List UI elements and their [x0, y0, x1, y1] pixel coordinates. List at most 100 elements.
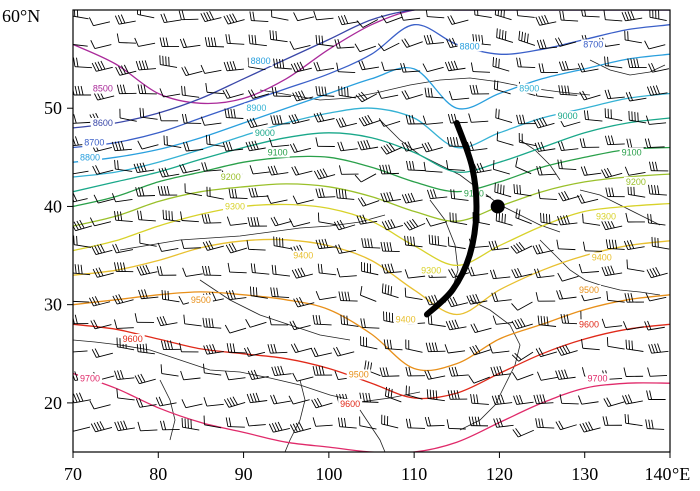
- contour-label-bg: [576, 284, 601, 295]
- wind-barb: [626, 259, 645, 272]
- wind-barb: [644, 320, 665, 331]
- wind-barb: [356, 19, 379, 28]
- wind-barb: [380, 191, 401, 203]
- wind-barb: [358, 60, 380, 71]
- wind-barb: [200, 116, 222, 126]
- wind-barb: [449, 212, 468, 225]
- wind-barb: [489, 269, 511, 280]
- contour-8500: [73, 10, 670, 105]
- wind-barb: [200, 64, 222, 74]
- wind-barb: [492, 160, 510, 175]
- wind-barb: [605, 187, 625, 198]
- contour-label-bg: [457, 41, 482, 52]
- wind-barb: [560, 313, 580, 325]
- x-axis: 70 80 90 100 110 120 130 140 °E: [64, 452, 690, 484]
- wind-barb: [137, 210, 156, 222]
- wind-barb: [337, 14, 359, 26]
- wind-barb: [646, 266, 668, 279]
- x-tick-label: 130: [571, 464, 598, 484]
- wind-barb: [644, 40, 666, 50]
- boundary-line: [589, 59, 666, 76]
- wind-barb: [73, 219, 92, 232]
- wind-barbs: [73, 10, 670, 438]
- wind-barb: [577, 62, 599, 73]
- wind-barb: [354, 43, 377, 53]
- wind-barb: [225, 242, 248, 254]
- wind-barb: [90, 319, 112, 330]
- wind-barb: [404, 269, 426, 279]
- wind-barb: [381, 61, 402, 71]
- wind-barb: [401, 38, 423, 48]
- wind-barb: [604, 56, 623, 69]
- wind-barb: [73, 235, 92, 248]
- wind-barb: [181, 85, 200, 98]
- wind-barb: [354, 173, 377, 183]
- contour-label-8800: 8800: [80, 152, 100, 162]
- wind-barb: [203, 415, 222, 429]
- wind-barb: [181, 417, 200, 431]
- wind-barb: [490, 365, 511, 377]
- wind-barb: [288, 113, 310, 125]
- wind-barb: [381, 263, 402, 274]
- contour-label-bg: [252, 127, 277, 138]
- wind-barb: [495, 211, 513, 226]
- wind-barb: [135, 60, 156, 71]
- wind-barb: [447, 15, 469, 25]
- wind-barb: [424, 416, 445, 427]
- wind-barb: [112, 243, 134, 254]
- wind-barb: [245, 140, 267, 152]
- wind-barb: [405, 339, 423, 353]
- wind-barb: [289, 218, 311, 228]
- contour-8900: [73, 92, 670, 178]
- wind-barb: [88, 296, 111, 307]
- wind-barb: [425, 217, 448, 227]
- wind-barb: [624, 293, 645, 303]
- wind-barb: [625, 339, 644, 352]
- wind-barb: [384, 386, 402, 403]
- wind-barb: [292, 372, 314, 382]
- wind-barb: [137, 84, 157, 95]
- wind-barb: [536, 39, 558, 50]
- contour-label-bg: [78, 373, 103, 384]
- wind-barb: [381, 219, 403, 231]
- wind-barb: [203, 363, 222, 376]
- wind-barb: [203, 397, 224, 407]
- wind-barb: [114, 159, 133, 172]
- wind-barb: [89, 400, 111, 410]
- wind-barb: [224, 108, 244, 119]
- wind-barb: [494, 182, 512, 198]
- wind-barb: [290, 343, 313, 353]
- wind-barb: [648, 62, 670, 73]
- contour-label-9300: 9300: [421, 265, 441, 275]
- wind-barb: [73, 44, 88, 47]
- wind-barb: [133, 162, 155, 174]
- wind-barb: [135, 398, 157, 408]
- wind-barb: [335, 244, 357, 254]
- x-tick-label: 70: [64, 464, 82, 484]
- contour-9700: [73, 372, 670, 452]
- wind-barb: [492, 57, 510, 72]
- wind-barb: [202, 265, 222, 276]
- wind-barb: [114, 370, 135, 380]
- wind-barb: [533, 394, 554, 405]
- wind-barb: [157, 185, 178, 196]
- wind-barb: [579, 138, 600, 148]
- wind-barb: [202, 240, 224, 251]
- wind-barb: [444, 344, 466, 354]
- wind-barb: [405, 366, 426, 377]
- wind-barb: [315, 86, 335, 97]
- wind-barb: [493, 79, 511, 95]
- wind-barb: [516, 114, 536, 125]
- contour-label-9300: 9300: [225, 201, 245, 211]
- wind-barb: [182, 141, 204, 152]
- wind-barb: [158, 111, 179, 122]
- wind-barb: [248, 34, 267, 47]
- wind-barb: [401, 141, 423, 152]
- contour-label-bg: [265, 147, 290, 158]
- wind-barb: [426, 189, 448, 200]
- wind-barb: [247, 89, 270, 99]
- wind-barb: [138, 289, 159, 300]
- plot-area: 8500 8600 8700 8800 8800 8800 8700 8900 8900 9000…: [73, 10, 670, 452]
- contour-label-bg: [346, 369, 371, 380]
- wind-barb: [628, 110, 647, 124]
